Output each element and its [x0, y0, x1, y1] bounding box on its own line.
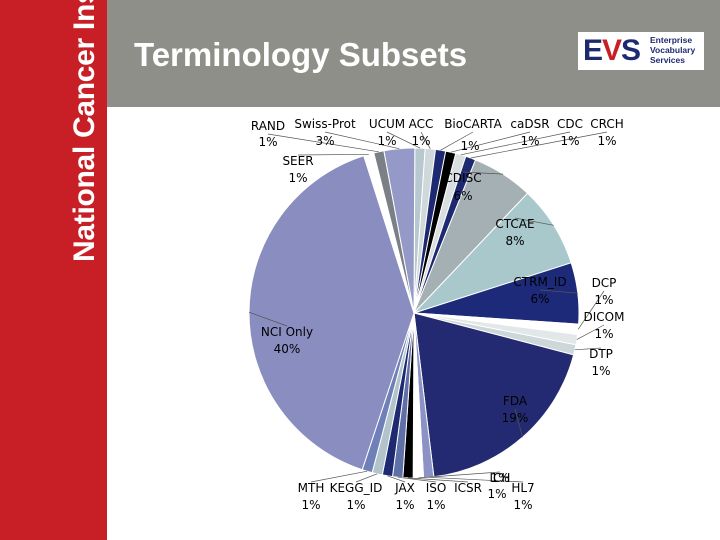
leader-line-iso	[397, 476, 437, 483]
leader-line-ctcae	[514, 217, 554, 226]
leader-line-ucum	[386, 131, 421, 149]
slice-percent-label: 1%	[395, 498, 414, 512]
slice-percent-label: 1%	[513, 498, 532, 512]
slice-percent-label: 6%	[530, 292, 549, 306]
slice-percent-label: 1%	[594, 327, 613, 341]
leader-line-biocarta	[440, 131, 474, 151]
slice-name-label: CTRM_ID	[513, 275, 566, 289]
leader-line-dicom	[576, 324, 605, 340]
slice-percent-label: 1%	[487, 487, 506, 501]
leader-line-nci-only	[248, 311, 288, 327]
leader-line-crch	[470, 131, 608, 159]
slice-percent-label: 1%	[258, 135, 277, 149]
slice-name-label: caDSR	[510, 117, 549, 131]
slice-percent-label: 19%	[502, 411, 529, 425]
leader-line-cadsr	[450, 131, 531, 153]
slice-percent-label: 1%	[426, 498, 445, 512]
leader-line-jax	[387, 475, 406, 483]
leader-line-swiss-prot	[324, 131, 400, 150]
slice-name-label: ICSR	[454, 481, 482, 495]
slice-name-label: HL7	[511, 481, 534, 495]
slice-percent-label: 6%	[453, 189, 472, 203]
leader-line-icsr	[407, 477, 469, 483]
slice-percent-label: 1%	[591, 364, 610, 378]
leader-line-dcp	[577, 290, 605, 330]
logo-line-1: Enterprise	[650, 35, 693, 45]
evs-logo: EVS Enterprise Vocabulary Services	[578, 32, 704, 70]
slice-name-label: CTCAE	[495, 217, 534, 231]
slice-name-label: SEER	[282, 154, 313, 168]
slice-percent-label: 3%	[315, 134, 334, 148]
logo-letter-e: E	[583, 34, 603, 67]
leader-line-hl7	[428, 476, 524, 483]
leader-line-fda	[514, 408, 523, 438]
leader-line-ich	[418, 471, 501, 479]
slice-name-label: MTH	[298, 481, 325, 495]
slice-name-label: CRCH	[590, 117, 624, 131]
leader-line-rand	[267, 133, 379, 153]
slice-percent-label: 1%	[411, 134, 430, 148]
leader-line-cdisc	[462, 171, 504, 175]
slice-name-label: CDC	[557, 117, 583, 131]
slice-percent-label: 1%	[490, 471, 509, 485]
slice-labels: UCUM 1% ACC 1% BioCARTA 1% caDSR 1% CDC 1% CRCH 1% C…	[251, 117, 625, 512]
slice-name-label: DICOM	[584, 310, 625, 324]
slice-percent-label: 1%	[594, 293, 613, 307]
slice-name-label: DCP	[592, 276, 617, 290]
logo-letter-v: V	[602, 34, 622, 67]
logo-letter-s: S	[621, 34, 641, 67]
evs-logo-letters: EVS	[583, 34, 641, 68]
slice-name-label: KEGG_ID	[330, 481, 383, 495]
slice-percent-label: 1%	[460, 139, 479, 153]
slice-percent-label: 1%	[377, 134, 396, 148]
page-title: Terminology Subsets	[134, 36, 468, 73]
evs-logo-words: Enterprise Vocabulary Services	[650, 35, 695, 65]
slice-name-label: RAND	[251, 119, 285, 133]
leader-line-ctrm-id	[539, 289, 578, 294]
leader-line-dtp	[574, 347, 602, 351]
slice-name-label: ACC	[409, 117, 434, 131]
slice-percent-label: 1%	[288, 171, 307, 185]
slice-percent-label: 1%	[301, 498, 320, 512]
leader-line-seer	[297, 153, 369, 156]
logo-line-2: Vocabulary	[650, 45, 696, 55]
logo-line-3: Services	[650, 55, 685, 65]
slice-percent-label: 1%	[560, 134, 579, 148]
slice-name-label: ICH	[490, 471, 511, 485]
slice-percent-label: 40%	[274, 342, 301, 356]
slice-name-label: UCUM	[369, 117, 405, 131]
leader-line-acc	[420, 131, 431, 149]
slice-percent-label: 1%	[520, 134, 539, 148]
slice-name-label: FDA	[503, 394, 528, 408]
slice-name-label: BioCARTA	[444, 117, 502, 131]
slice-percent-label: 8%	[505, 234, 524, 248]
leader-line-mth	[310, 470, 368, 483]
leader-line-cdc	[460, 131, 571, 156]
slice-name-label: JAX	[394, 481, 415, 495]
pie-slices	[248, 147, 580, 479]
leader-line-kegg-id	[355, 473, 378, 483]
slice-percent-label: 1%	[597, 134, 616, 148]
slice-name-label: DTP	[589, 347, 613, 361]
slice-name-label: ISO	[426, 481, 447, 495]
slice-percent-label: 1%	[346, 498, 365, 512]
slice-name-label: Swiss-Prot	[294, 117, 356, 131]
leader-lines	[248, 131, 608, 483]
slice-name-label: CDISC	[444, 171, 481, 185]
sidebar-band: National Cancer Institute	[0, 0, 107, 540]
slice-name-label: NCI Only	[261, 325, 313, 339]
